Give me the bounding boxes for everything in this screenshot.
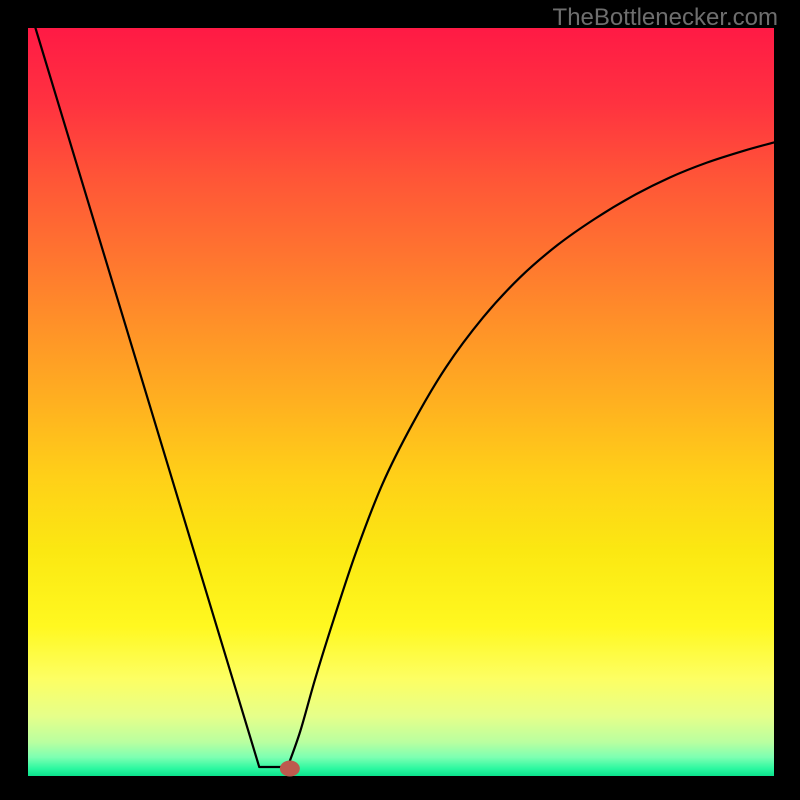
optimum-marker [280, 761, 300, 777]
watermark-text: TheBottlenecker.com [553, 4, 778, 32]
chart-plot-background [28, 28, 774, 776]
bottleneck-chart [0, 0, 800, 800]
